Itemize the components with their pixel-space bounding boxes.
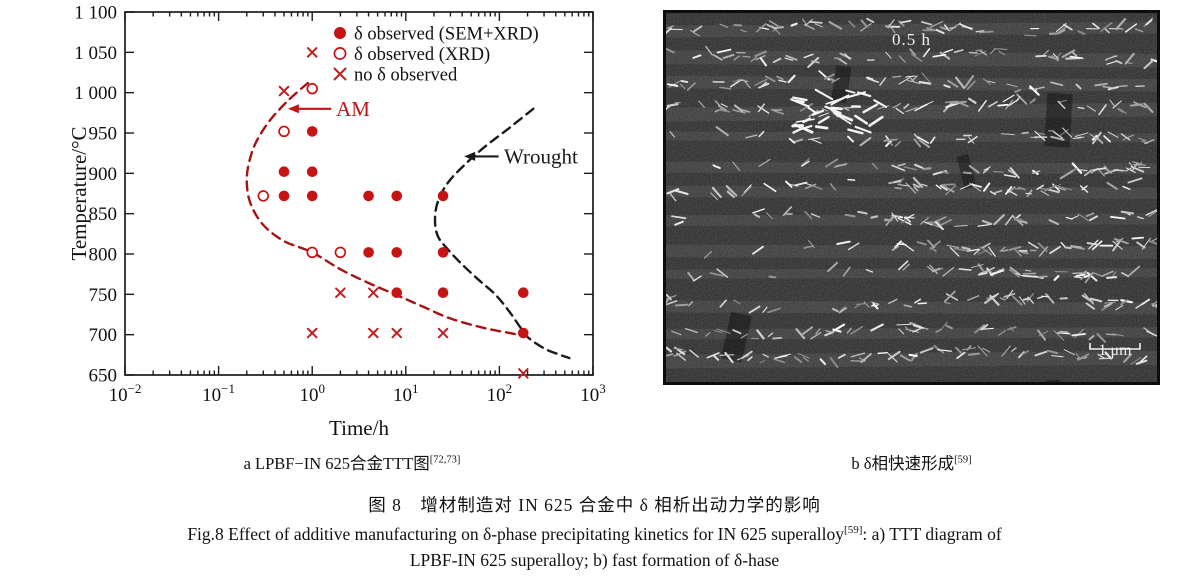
data-point-open [306,82,318,95]
wrought-curve [433,107,571,360]
scale-bar: 1 μm [1085,342,1145,376]
scale-bar-label: 1 μm [1098,342,1132,359]
ttt-chart-panel-a: 10−2 10−1 100 101 102 103 1 100 1 050 1 000 950 90… [0,0,648,480]
sem-texture [666,13,1157,382]
data-point-filled [437,190,449,202]
data-point-filled [391,287,403,299]
data-point-filled [391,190,403,202]
x-tick-label: 100 [299,381,325,406]
data-point-filled [391,247,403,258]
data-point-x [306,327,318,339]
data-point-filled [334,27,346,39]
x-tick-label: 102 [487,381,513,406]
x-axis-title: Time/h [329,416,389,440]
legend-label: no δ observed [354,66,458,86]
data-point-filled [278,166,290,178]
data-point-filled [437,287,449,299]
data-point-filled [278,190,290,202]
annotation-wrought: Wrought [464,144,578,168]
caption-a-ref: [72,73] [429,454,461,466]
figure-title-english-line2: LPBF-IN 625 superalloy; b) fast formatio… [409,550,780,570]
data-point-filled [363,190,374,202]
data-point-x [335,287,346,299]
series-x-cross [278,47,529,379]
data-point-x [517,368,529,379]
data-point-filled [306,166,318,178]
data-point-filled [517,287,529,299]
y-tick-label: 700 [89,325,118,346]
data-point-x [368,287,379,299]
data-point-x [368,327,379,339]
figure-title-chinese: 图 8 增材制造对 IN 625 合金中 δ 相析出动力学的影响 [368,495,821,515]
data-point-x [306,47,318,58]
data-point-x [391,327,403,339]
data-point-open [333,47,347,60]
annotation-label: AM [336,97,370,121]
y-axis-title: Temperature/°C [67,126,91,260]
y-tick-label: 650 [89,366,118,387]
figure-title-english-line1: Fig.8 Effect of additive manufacturing o… [0,524,1189,545]
scale-bar-bracket [1089,343,1141,350]
annotation-arrow-head [287,104,299,114]
data-point-open [257,190,270,202]
annotation-label: Wrought [504,144,578,168]
series-open-circle [257,82,347,259]
data-point-filled [517,327,529,339]
legend-label: δ observed (XRD) [354,45,490,65]
y-tick-label: 800 [89,245,118,266]
sem-needles [666,17,1157,368]
title-en-ref: [59] [844,524,863,537]
legend-label: δ observed (SEM+XRD) [354,25,539,45]
data-point-filled [306,190,318,202]
sem-micrograph-panel-b: 0.5 h 1 μm [663,10,1160,385]
data-point-x [333,67,347,81]
y-tick-label: 900 [89,164,118,185]
y-tick-label: 1 000 [74,83,117,104]
sem-grain [666,13,1157,382]
x-tick-label: 103 [580,381,606,406]
caption-a-text: a LPBF−IN 625合金TTT图 [243,454,430,473]
data-point-filled [363,247,374,258]
caption-panel-b: b δ相快速形成[59] [663,450,1160,474]
data-point-open [306,246,318,259]
annotation-am: AM [287,97,370,121]
data-point-open [278,125,290,138]
series-filled-circle [278,126,529,339]
caption-panel-a: a LPBF−IN 625合金TTT图[72,73] [28,450,676,474]
data-point-x [278,85,290,97]
am-curve [245,81,526,338]
title-en-pre: Fig.8 Effect of additive manufacturing o… [187,524,845,544]
data-point-filled [306,126,318,137]
sem-time-label: 0.5 h [892,30,931,49]
y-tick-label: 1 100 [74,3,117,24]
x-tick-label: 10−1 [202,381,235,406]
annotation-arrow-head [464,151,476,161]
x-tick-labels: 10−2 10−1 100 101 102 103 [109,381,606,406]
caption-b-ref: [59] [954,454,972,466]
data-point-x [437,327,449,339]
y-tick-labels: 1 100 1 050 1 000 950 900 850 800 750 700 650 [74,3,117,387]
data-point-open [334,246,347,259]
y-tick-label: 750 [89,285,118,306]
caption-b-text: b δ相快速形成 [851,454,955,473]
legend: δ observed (SEM+XRD)δ observed (XRD)no δ… [333,25,539,86]
plot-frame [124,11,594,376]
y-tick-label: 850 [89,204,118,225]
y-tick-label: 950 [89,124,118,145]
title-en-post: : a) TTT diagram of [862,524,1002,544]
x-tick-label: 101 [393,381,419,406]
y-tick-label: 1 050 [74,43,117,64]
data-point-filled [437,247,449,258]
